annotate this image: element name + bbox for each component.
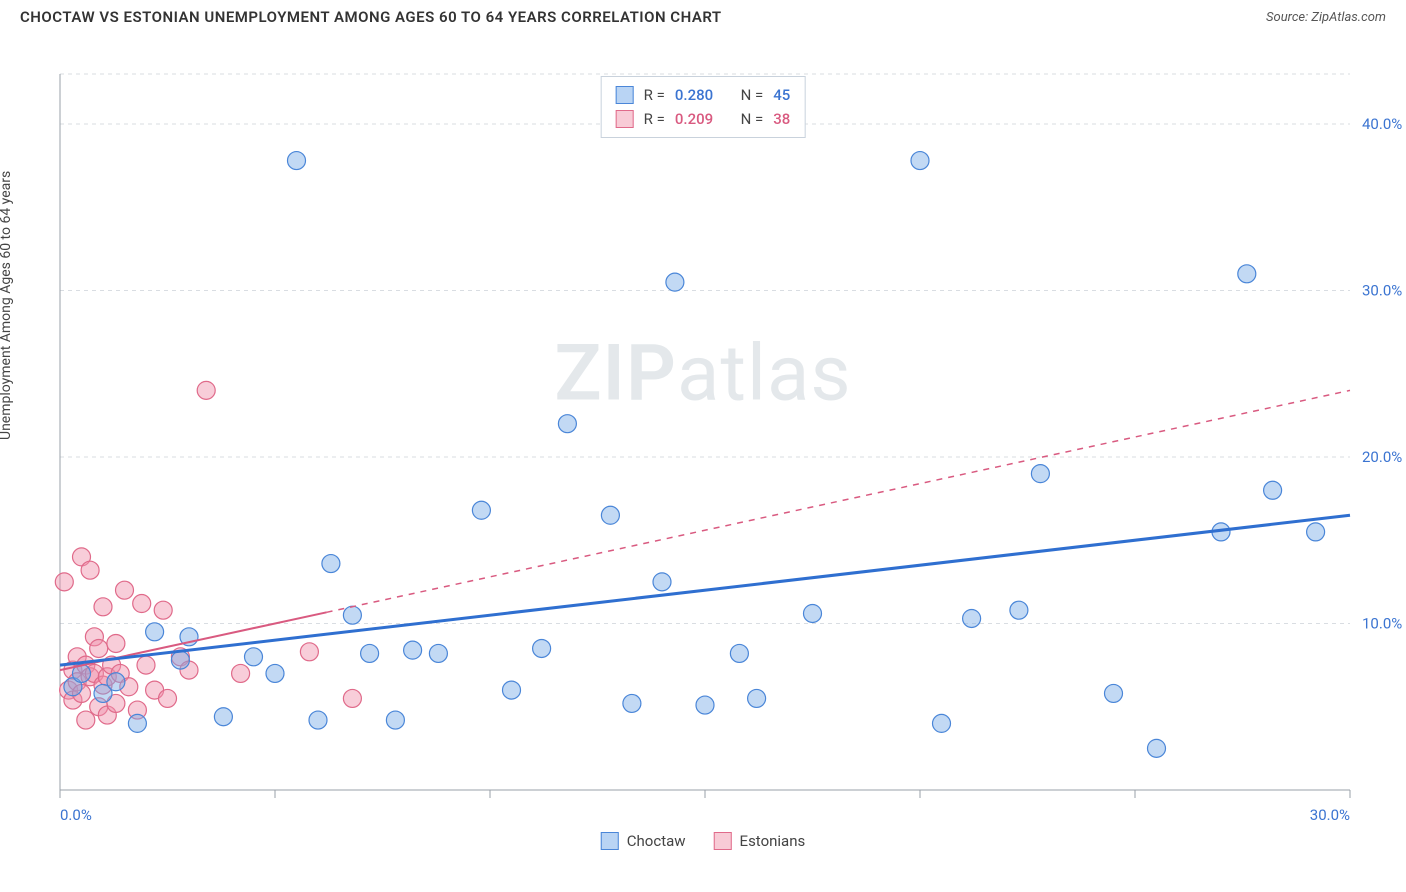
legend-label-estonians: Estonians [740,832,806,850]
y-axis-title: Unemployment Among Ages 60 to 64 years [0,171,14,440]
scatter-plot: 10.0% 20.0% 30.0% 40.0% 0.0% 30.0% [0,30,1406,850]
stats-row-estonians: R = 0.209 N = 38 [616,107,791,131]
n-value-estonians: 38 [773,107,790,131]
series-legend: Choctaw Estonians [601,832,805,850]
source-label: Source: ZipAtlas.com [1266,10,1386,25]
swatch-pink-icon [714,832,732,850]
r-label: R = [644,83,665,107]
svg-text:10.0%: 10.0% [1362,614,1402,632]
n-value-choctaw: 45 [773,83,790,107]
r-value-estonians: 0.209 [675,107,713,131]
swatch-pink-icon [616,110,634,128]
chart-area: Unemployment Among Ages 60 to 64 years Z… [0,30,1406,850]
svg-text:30.0%: 30.0% [1362,281,1402,299]
legend-label-choctaw: Choctaw [627,832,686,850]
stats-legend: R = 0.280 N = 45 R = 0.209 N = 38 [601,76,806,138]
svg-text:0.0%: 0.0% [60,806,92,824]
svg-text:20.0%: 20.0% [1362,448,1402,466]
n-label: N = [741,107,764,131]
svg-text:30.0%: 30.0% [1310,806,1350,824]
r-label: R = [644,107,665,131]
svg-text:40.0%: 40.0% [1362,115,1402,133]
n-label: N = [741,83,764,107]
legend-item-estonians: Estonians [714,832,806,850]
r-value-choctaw: 0.280 [675,83,713,107]
legend-item-choctaw: Choctaw [601,832,686,850]
stats-row-choctaw: R = 0.280 N = 45 [616,83,791,107]
chart-title: CHOCTAW VS ESTONIAN UNEMPLOYMENT AMONG A… [20,8,722,26]
swatch-blue-icon [601,832,619,850]
swatch-blue-icon [616,86,634,104]
